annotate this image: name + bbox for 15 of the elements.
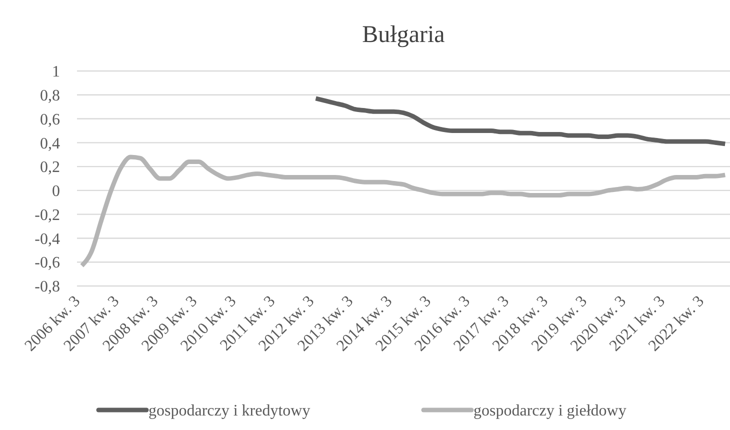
line-series (80, 154, 728, 268)
y-tick-label: -0,8 (34, 278, 60, 296)
y-tick-label: 1 (52, 64, 60, 81)
y-tick-label: 0,6 (40, 111, 60, 128)
chart-title: Bułgaria (362, 22, 446, 48)
legend-label: gospodarczy i giełdowy (474, 402, 626, 420)
y-tick-label: 0,8 (40, 87, 60, 104)
line-series (314, 96, 728, 146)
y-tick-label: 0,2 (40, 159, 60, 176)
y-tick-label: -0,2 (34, 206, 60, 224)
y-tick-label: 0,4 (40, 135, 60, 152)
y-tick-label: -0,4 (34, 230, 60, 248)
y-tick-label: 0 (52, 183, 60, 200)
legend-label: gospodarczy i kredytowy (148, 402, 310, 420)
y-tick-label: -0,6 (34, 254, 60, 272)
